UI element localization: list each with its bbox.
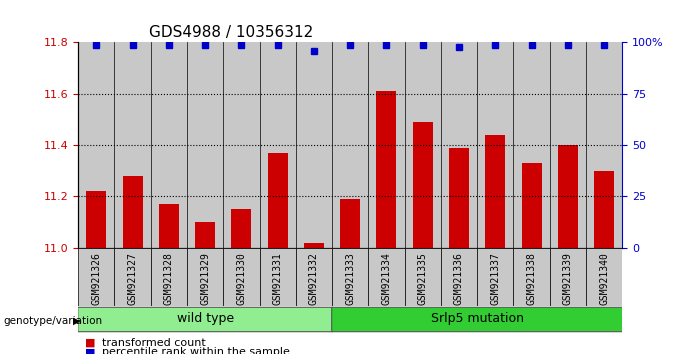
Text: genotype/variation: genotype/variation <box>3 316 103 326</box>
Text: wild type: wild type <box>177 313 234 325</box>
Bar <box>586 42 622 248</box>
Bar <box>477 248 513 306</box>
Text: GSM921336: GSM921336 <box>454 252 464 306</box>
Bar <box>268 153 288 248</box>
Text: GSM921326: GSM921326 <box>91 252 101 306</box>
Text: GDS4988 / 10356312: GDS4988 / 10356312 <box>149 25 313 40</box>
Text: ■: ■ <box>85 347 95 354</box>
Text: GSM921338: GSM921338 <box>526 252 537 306</box>
Bar <box>513 248 549 306</box>
Bar <box>260 42 296 248</box>
Bar <box>486 135 505 248</box>
Text: GSM921332: GSM921332 <box>309 252 319 306</box>
Text: GSM921335: GSM921335 <box>418 252 428 306</box>
Bar <box>477 42 513 248</box>
Bar <box>377 91 396 248</box>
Bar <box>114 248 151 306</box>
Bar <box>78 248 114 306</box>
Text: GSM921327: GSM921327 <box>128 252 137 306</box>
Bar <box>114 42 151 248</box>
Text: GSM921334: GSM921334 <box>381 252 392 306</box>
Bar <box>441 42 477 248</box>
Bar <box>586 248 622 306</box>
Bar <box>187 42 223 248</box>
Text: GSM921330: GSM921330 <box>237 252 246 306</box>
Text: Srlp5 mutation: Srlp5 mutation <box>430 313 524 325</box>
Bar <box>223 248 260 306</box>
Bar <box>449 148 469 248</box>
Bar <box>231 209 252 248</box>
Bar <box>369 248 405 306</box>
Bar <box>187 248 223 306</box>
FancyBboxPatch shape <box>332 307 623 332</box>
Text: GSM921337: GSM921337 <box>490 252 500 306</box>
Text: GSM921333: GSM921333 <box>345 252 355 306</box>
Bar <box>296 248 332 306</box>
Bar <box>78 42 114 248</box>
Bar <box>159 204 179 248</box>
Text: ▶: ▶ <box>73 316 81 326</box>
Bar <box>296 42 332 248</box>
Text: GSM921328: GSM921328 <box>164 252 174 306</box>
Text: GSM921331: GSM921331 <box>273 252 283 306</box>
Bar <box>413 122 432 248</box>
Bar <box>340 199 360 248</box>
Bar <box>441 248 477 306</box>
Text: percentile rank within the sample: percentile rank within the sample <box>102 347 290 354</box>
Bar <box>522 163 541 248</box>
Bar <box>195 222 215 248</box>
Bar <box>405 42 441 248</box>
Bar <box>513 42 549 248</box>
Bar <box>260 248 296 306</box>
Bar <box>332 42 369 248</box>
Bar <box>558 145 578 248</box>
Text: GSM921340: GSM921340 <box>599 252 609 306</box>
Bar <box>151 248 187 306</box>
Bar <box>332 248 369 306</box>
Bar <box>549 42 586 248</box>
Bar <box>304 243 324 248</box>
Text: transformed count: transformed count <box>102 338 206 348</box>
Text: GSM921329: GSM921329 <box>200 252 210 306</box>
Bar <box>549 248 586 306</box>
Bar <box>86 192 106 248</box>
Bar <box>369 42 405 248</box>
Text: GSM921339: GSM921339 <box>563 252 573 306</box>
Bar <box>122 176 143 248</box>
Bar <box>405 248 441 306</box>
Bar <box>223 42 260 248</box>
FancyBboxPatch shape <box>78 307 333 332</box>
Bar <box>151 42 187 248</box>
Text: ■: ■ <box>85 338 95 348</box>
Bar <box>594 171 614 248</box>
